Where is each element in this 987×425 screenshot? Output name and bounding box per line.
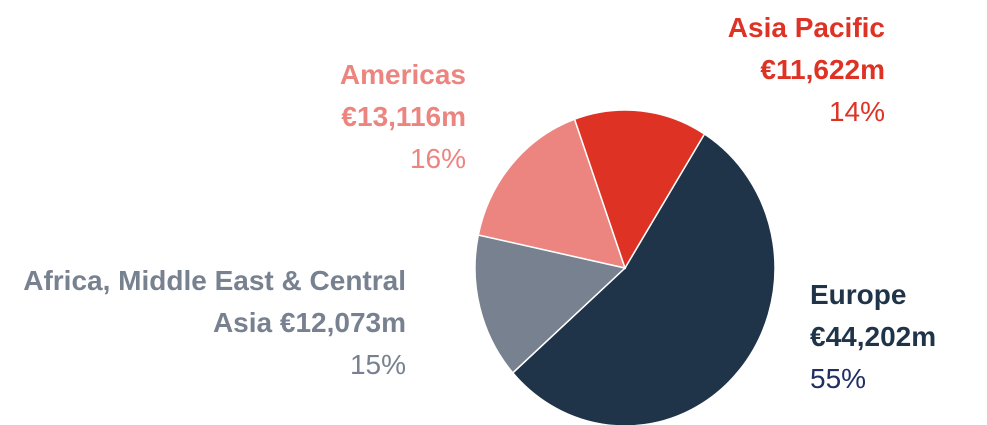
value-label: €13,116m (341, 101, 466, 132)
percent-label: 55% (810, 363, 867, 394)
slice-label: Asia Pacific €11,622m 14% (500, 7, 885, 133)
pie-slice (511, 132, 776, 425)
slice-label: Americas €13,116m 16% (100, 54, 466, 180)
category-label: Europe (810, 279, 907, 310)
slice-label: Europe €44,202m 55% (810, 274, 987, 400)
slice-label: Africa, Middle East & Central Asia €12,0… (0, 260, 406, 386)
pie-slice (573, 109, 706, 270)
value-label: €44,202m (810, 321, 937, 352)
value-label: €12,073m (279, 307, 406, 338)
value-label: €11,622m (760, 54, 885, 85)
category-label: Africa, Middle East & Central Asia (23, 265, 406, 338)
percent-label: 14% (828, 96, 885, 127)
category-label: Americas (339, 59, 466, 90)
pie-slice (474, 234, 627, 374)
percent-label: 16% (409, 143, 466, 174)
percent-label: 15% (349, 349, 406, 380)
category-label: Asia Pacific (727, 12, 885, 43)
pie-slice (477, 118, 627, 270)
